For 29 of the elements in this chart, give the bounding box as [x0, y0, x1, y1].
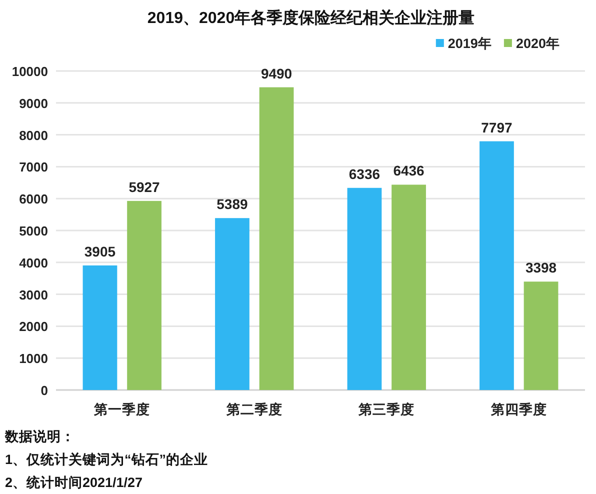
- y-tick-label: 5000: [19, 224, 48, 238]
- annotation: 1、仅统计关键词为“钻石”的企业: [5, 452, 208, 467]
- x-tick-label: 第二季度: [226, 402, 282, 417]
- y-tick-label: 8000: [19, 128, 48, 143]
- annotation: 数据说明：: [5, 429, 75, 444]
- legend-label: 2019年: [448, 36, 492, 51]
- y-tick-label: 6000: [19, 192, 48, 207]
- x-tick-label: 第四季度: [490, 402, 547, 417]
- y-tick-label: 1000: [19, 351, 48, 366]
- data-label: 3905: [84, 243, 116, 260]
- x-tick-label: 第三季度: [358, 402, 415, 417]
- data-label: 6436: [393, 162, 424, 179]
- y-tick-label: 3000: [19, 287, 48, 302]
- data-label: 6336: [348, 166, 380, 182]
- y-tick-label: 2000: [19, 319, 48, 334]
- y-tick-label: 9000: [19, 96, 48, 111]
- y-tick-label: 10000: [12, 64, 48, 79]
- legend-label: 2020年: [516, 36, 560, 51]
- data-label: 5389: [216, 196, 248, 212]
- x-tick-label: 第一季度: [94, 402, 150, 417]
- data-label: 9490: [260, 65, 292, 82]
- annotation: 2、统计时间2021/1/27: [5, 475, 143, 490]
- y-tick-label: 7000: [19, 160, 48, 175]
- title: 2019、2020年各季度保险经纪相关企业注册量: [147, 10, 475, 27]
- y-tick-label: 4000: [19, 255, 48, 270]
- y-tick-label: 0: [40, 383, 48, 398]
- data-label: 5927: [128, 178, 160, 195]
- data-label: 7797: [481, 119, 512, 136]
- data-label: 3398: [525, 260, 557, 276]
